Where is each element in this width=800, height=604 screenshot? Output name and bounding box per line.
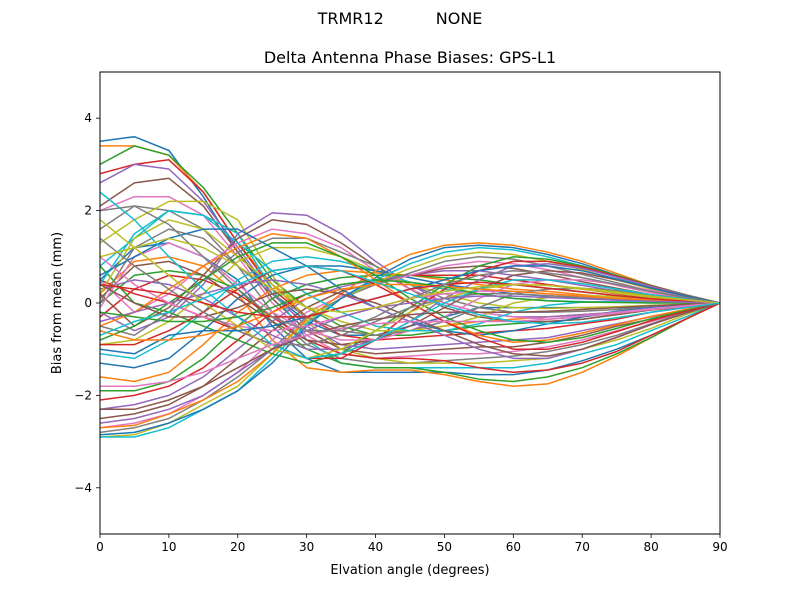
- chart-title: Delta Antenna Phase Biases: GPS-L1: [264, 48, 556, 67]
- x-tick-label: 70: [575, 540, 590, 554]
- x-tick-label: 20: [230, 540, 245, 554]
- x-tick-label: 60: [506, 540, 521, 554]
- x-tick-label: 50: [437, 540, 452, 554]
- series-line-60: [100, 265, 720, 336]
- y-tick-label: 4: [84, 111, 92, 125]
- x-tick-label: 80: [643, 540, 658, 554]
- series-line-4: [100, 159, 720, 341]
- x-axis-label: Elvation angle (degrees): [330, 563, 489, 578]
- x-tick-label: 40: [368, 540, 383, 554]
- x-tick-label: 90: [712, 540, 727, 554]
- series-line-56: [100, 302, 720, 411]
- series-line-54: [100, 281, 720, 318]
- y-axis-label: Bias from mean (mm): [50, 232, 65, 374]
- series-line-36: [100, 260, 720, 346]
- x-tick-label: 10: [161, 540, 176, 554]
- y-tick-label: −4: [74, 481, 92, 495]
- series-line-57: [100, 302, 720, 387]
- series-line-52: [100, 283, 720, 341]
- x-tick-label: 0: [96, 540, 104, 554]
- x-tick-label: 30: [299, 540, 314, 554]
- y-tick-label: −2: [74, 388, 92, 402]
- suptitle-receiver: TRMR12: [317, 9, 384, 28]
- suptitle-radome: NONE: [435, 9, 483, 28]
- series-line-59: [100, 237, 720, 313]
- series-line-53: [100, 279, 720, 323]
- x-axis-ticks: 0 10 20 30 40 50 60 70 80 90: [96, 534, 728, 554]
- y-tick-label: 0: [84, 296, 92, 310]
- y-tick-label: 2: [84, 204, 92, 218]
- series-line-55: [100, 295, 720, 424]
- figure-suptitle: TRMR12 NONE: [0, 9, 800, 28]
- series-line-48: [100, 237, 720, 346]
- series-line-6: [100, 177, 720, 355]
- series-line-40: [100, 209, 720, 332]
- series-line-32: [100, 242, 720, 429]
- y-axis-ticks: −4 −2 0 2 4: [74, 111, 100, 495]
- series-line-9: [100, 200, 720, 364]
- plot-lines: [100, 135, 720, 438]
